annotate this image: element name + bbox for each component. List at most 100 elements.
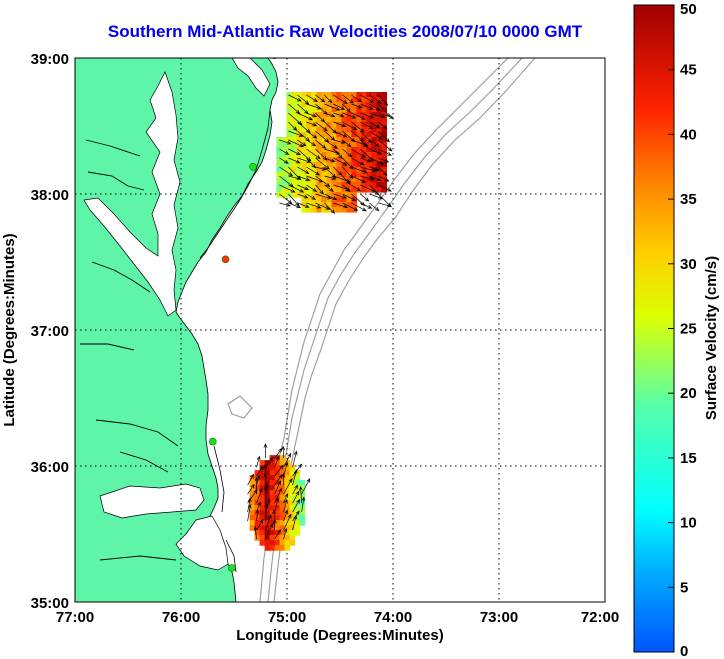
velocity-cell bbox=[336, 172, 342, 178]
velocity-cell bbox=[341, 92, 347, 98]
plot-frame bbox=[74, 57, 606, 603]
velocity-arrow bbox=[333, 103, 346, 110]
velocity-cell bbox=[361, 152, 367, 158]
velocity-cell bbox=[259, 505, 266, 511]
velocity-cell bbox=[264, 515, 271, 521]
velocity-arrow bbox=[360, 175, 375, 181]
velocity-cell bbox=[281, 147, 287, 153]
velocity-arrow bbox=[247, 473, 254, 486]
velocity-cell bbox=[274, 480, 281, 486]
velocity-cell bbox=[336, 187, 342, 193]
velocity-cell bbox=[351, 172, 357, 178]
velocity-cell bbox=[289, 525, 296, 531]
velocity-cell bbox=[289, 535, 296, 541]
velocity-cell bbox=[351, 132, 357, 138]
velocity-arrow bbox=[306, 121, 318, 127]
velocity-cell bbox=[284, 485, 291, 491]
velocity-cell bbox=[284, 515, 291, 521]
colorbar-ticks: 0 5 10 15 20 25 30 35 40 45 50 bbox=[668, 1, 697, 659]
velocity-cell bbox=[341, 132, 347, 138]
velocity-arrow bbox=[297, 175, 311, 181]
velocity-cell bbox=[341, 197, 347, 203]
velocity-arrow bbox=[369, 184, 380, 196]
velocity-cell bbox=[326, 172, 332, 178]
velocity-cell bbox=[346, 167, 352, 173]
velocity-region-delmarva bbox=[276, 92, 395, 214]
velocity-cell bbox=[316, 162, 322, 168]
velocity-cell bbox=[321, 102, 327, 108]
velocity-arrow bbox=[274, 497, 280, 513]
velocity-arrow bbox=[342, 175, 351, 185]
chesapeake-bay bbox=[83, 71, 181, 317]
velocity-cell bbox=[259, 460, 266, 466]
velocity-arrow bbox=[342, 139, 352, 148]
velocity-cell bbox=[281, 152, 287, 158]
colorbar-tick-label: 5 bbox=[680, 579, 688, 596]
velocity-cell bbox=[291, 182, 297, 188]
velocity-arrow bbox=[283, 478, 293, 495]
velocity-cell bbox=[269, 465, 276, 471]
velocity-cell bbox=[286, 167, 292, 173]
velocity-cell bbox=[336, 192, 342, 198]
velocity-cell bbox=[286, 117, 292, 123]
velocity-arrow bbox=[378, 112, 395, 119]
velocity-cell bbox=[331, 152, 337, 158]
velocity-arrow bbox=[279, 148, 290, 155]
velocity-cell bbox=[301, 177, 307, 183]
velocity-arrow bbox=[360, 112, 375, 119]
velocity-arrow bbox=[283, 527, 288, 540]
velocity-arrow bbox=[274, 474, 283, 486]
velocity-cell bbox=[301, 117, 307, 123]
velocity-cell bbox=[276, 142, 282, 148]
velocity-cell bbox=[281, 142, 287, 148]
velocity-cell bbox=[371, 117, 377, 123]
x-tick-label: 75:00 bbox=[268, 609, 306, 626]
velocity-cell bbox=[291, 157, 297, 163]
radar-station-marker bbox=[221, 255, 230, 264]
velocity-arrow bbox=[342, 121, 358, 131]
velocity-arrow bbox=[292, 484, 298, 495]
velocity-arrow bbox=[378, 202, 393, 208]
velocity-cell bbox=[249, 490, 256, 496]
velocity-cell bbox=[264, 545, 271, 551]
velocity-arrow bbox=[369, 130, 384, 140]
velocity-cell bbox=[321, 112, 327, 118]
velocity-cell bbox=[306, 112, 312, 118]
velocity-cell bbox=[269, 510, 276, 516]
x-tick-label: 76:00 bbox=[162, 609, 200, 626]
velocity-cell bbox=[264, 510, 271, 516]
velocity-cell bbox=[361, 137, 367, 143]
velocity-cell bbox=[274, 535, 281, 541]
colorbar: 0 5 10 15 20 25 30 35 40 45 50 Surface Velocity (c… bbox=[633, 1, 720, 659]
velocity-arrow bbox=[378, 184, 392, 192]
velocity-cell bbox=[351, 112, 357, 118]
velocity-cell bbox=[276, 172, 282, 178]
velocity-arrow bbox=[315, 94, 326, 103]
velocity-cell bbox=[341, 167, 347, 173]
velocity-cell bbox=[254, 500, 261, 506]
velocity-cell bbox=[274, 460, 281, 466]
velocity-cell bbox=[351, 162, 357, 168]
velocity-cell bbox=[376, 127, 382, 133]
velocity-cell bbox=[321, 117, 327, 123]
velocity-arrow bbox=[292, 514, 298, 531]
velocity-arrow bbox=[360, 121, 374, 129]
velocity-arrow bbox=[274, 529, 282, 540]
velocity-arrow bbox=[378, 139, 393, 152]
velocity-cell bbox=[326, 92, 332, 98]
velocity-cell bbox=[291, 147, 297, 153]
velocity-cell bbox=[326, 137, 332, 143]
pamlico-sound bbox=[175, 515, 229, 571]
velocity-cell bbox=[316, 152, 322, 158]
velocity-cell bbox=[346, 102, 352, 108]
velocity-arrow bbox=[324, 202, 336, 214]
velocity-cell bbox=[331, 162, 337, 168]
velocity-cell bbox=[289, 475, 296, 481]
velocity-arrow bbox=[342, 184, 351, 193]
velocity-cell bbox=[289, 495, 296, 501]
velocity-cell bbox=[259, 480, 266, 486]
velocity-cell bbox=[254, 495, 261, 501]
velocity-cell bbox=[279, 510, 286, 516]
velocity-cell bbox=[294, 495, 301, 501]
velocity-cell bbox=[361, 157, 367, 163]
